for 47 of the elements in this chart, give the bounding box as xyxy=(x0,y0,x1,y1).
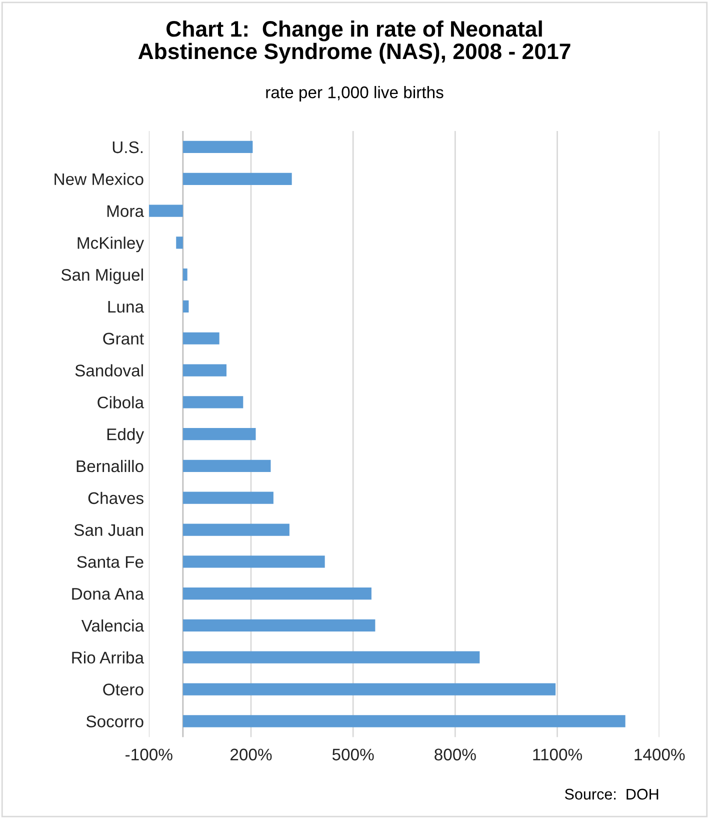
bar xyxy=(182,492,274,504)
bar xyxy=(182,683,556,696)
y-tick-label: San Juan xyxy=(74,524,143,536)
bar xyxy=(182,300,189,313)
bar xyxy=(182,715,626,728)
y-tick-label: Sandoval xyxy=(75,364,143,376)
bar xyxy=(182,651,480,664)
y-tick-label: Grant xyxy=(103,332,144,345)
bar xyxy=(182,268,188,281)
x-tick-label: 1400% xyxy=(634,748,685,760)
bar xyxy=(176,236,183,249)
x-tick-label: -100% xyxy=(126,748,172,760)
y-tick-label: McKinley xyxy=(78,236,144,252)
bar xyxy=(182,140,253,154)
bar xyxy=(182,332,220,344)
x-tick-label: 500% xyxy=(332,748,374,760)
chart-title: Chart 1: Change in rate of Neonatal Abstinence Syndrome (NAS), 2008 - 2017 xyxy=(138,20,570,64)
bar xyxy=(182,428,256,440)
bar xyxy=(182,556,325,568)
bar xyxy=(182,619,376,632)
y-tick-label: Bernalillo xyxy=(76,460,144,472)
y-tick-label: Dona Ana xyxy=(72,588,144,600)
x-tick-label: 800% xyxy=(434,748,476,760)
chart-subtitle: rate per 1,000 live births xyxy=(266,86,444,102)
y-tick-label: New Mexico xyxy=(54,172,144,186)
bar xyxy=(148,204,183,217)
y-tick-label: Rio Arriba xyxy=(72,651,144,664)
y-tick-label: U.S. xyxy=(112,141,143,154)
x-tick-label: 1100% xyxy=(533,748,582,760)
y-tick-label: Eddy xyxy=(107,428,144,444)
y-tick-label: Socorro xyxy=(86,716,144,728)
x-tick-label: 200% xyxy=(230,748,272,760)
y-tick-label: Cibola xyxy=(98,396,144,408)
y-tick-label: Valencia xyxy=(81,619,144,632)
y-tick-label: Otero xyxy=(103,684,144,696)
y-tick-label: Chaves xyxy=(88,492,144,504)
bar xyxy=(182,364,226,376)
bar xyxy=(182,396,244,408)
bar xyxy=(182,460,271,472)
y-tick-label: Luna xyxy=(108,301,144,313)
source-note: Source: DOH xyxy=(564,788,658,800)
y-tick-label: Santa Fe xyxy=(77,556,144,568)
y-tick-label: Mora xyxy=(107,205,144,217)
bar xyxy=(182,588,372,600)
bar xyxy=(182,172,292,185)
bar xyxy=(182,524,290,536)
y-tick-label: San Miguel xyxy=(61,268,143,284)
